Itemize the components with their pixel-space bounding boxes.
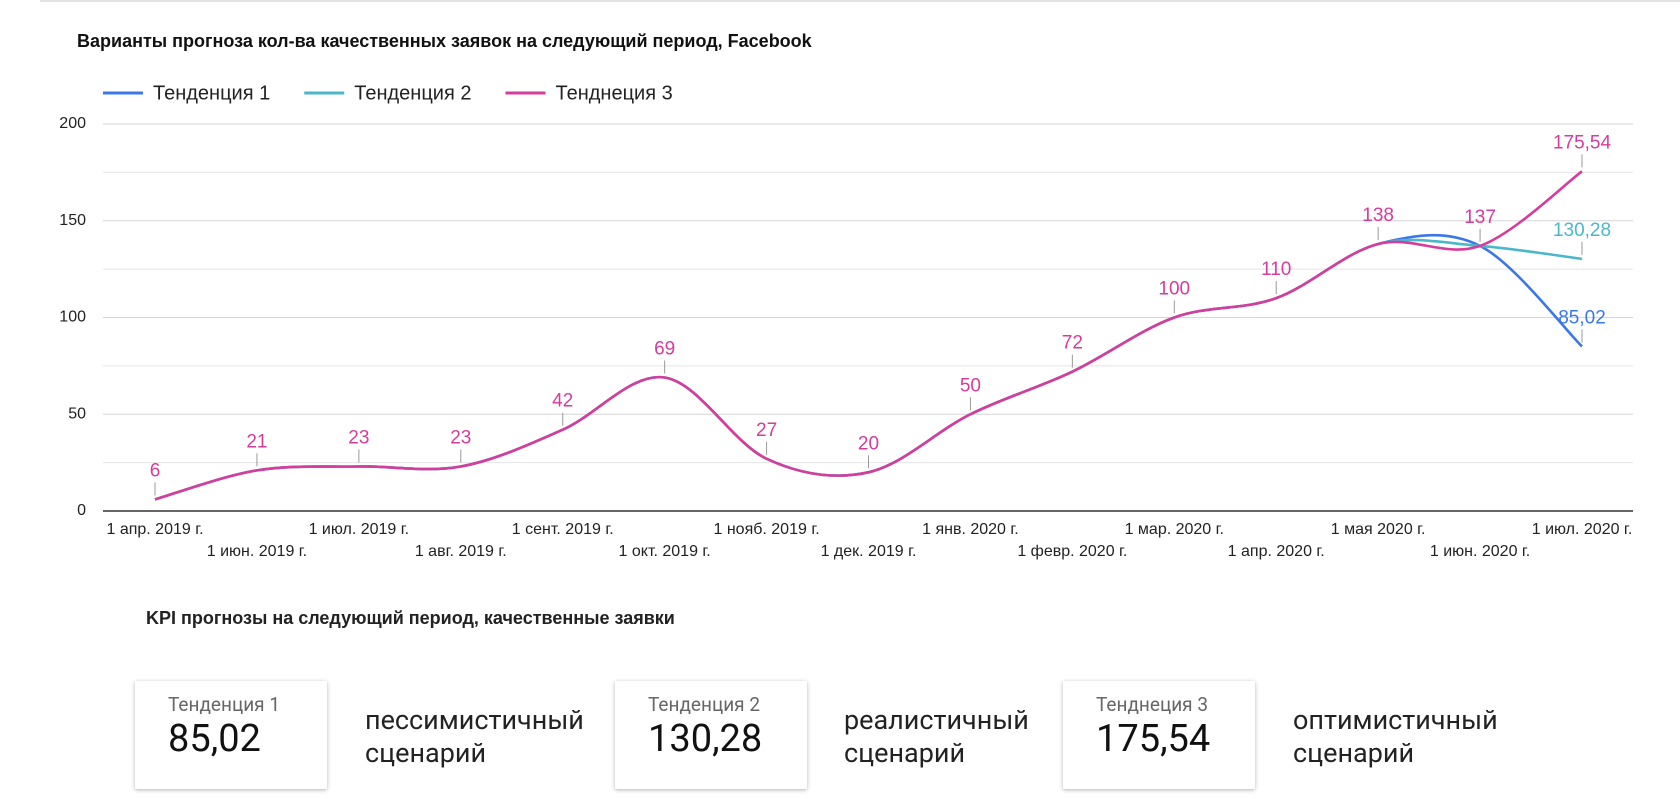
legend-label: Тенденция 1 [153,82,270,104]
kpi-value: 175,54 [1096,717,1211,761]
data-label: 137 [1464,207,1496,228]
kpi-card: Тенднеция 3 175,54 [1063,681,1255,789]
x-tick-label: 1 сент. 2019 г. [512,521,614,538]
legend-label: Тенденция 2 [354,82,471,104]
chart-title: Варианты прогноза кол-ва качественных за… [77,31,813,51]
kpi-title: KPI прогнозы на следующий период, качест… [146,608,675,628]
data-label: 130,28 [1553,220,1611,241]
x-tick-label: 1 мар. 2020 г. [1125,521,1224,538]
data-label: 110 [1261,259,1291,280]
x-tick-label: 1 апр. 2019 г. [106,521,203,538]
x-tick-label: 1 июн. 2019 г. [207,543,307,560]
kpi-value: 130,28 [648,717,763,761]
data-label: 138 [1362,205,1394,226]
kpi-caption: оптимистичный сценарий [1293,704,1498,769]
data-label: 85,02 [1558,308,1606,329]
data-label: 27 [756,420,777,441]
chart: Варианты прогноза кол-ва качественных за… [59,31,1633,560]
top-border [40,0,1680,2]
data-label: 21 [246,431,267,452]
kpi-caption: пессимистичный сценарий [365,704,584,769]
data-label: 100 [1158,279,1190,300]
y-tick-label: 100 [59,309,86,326]
kpi-value: 85,02 [168,717,261,761]
x-tick-label: 1 апр. 2020 г. [1228,543,1325,560]
kpi-card: Тенденция 1 85,02 [135,681,327,789]
data-label: 72 [1062,333,1083,354]
x-tick-label: 1 июн. 2020 г. [1430,543,1530,560]
x-tick-label: 1 нояб. 2019 г. [713,521,819,538]
data-label: 23 [450,428,471,449]
data-label: 6 [150,460,161,481]
x-tick-label: 1 февр. 2020 г. [1017,543,1127,560]
x-tick-label: 1 июл. 2019 г. [309,521,410,538]
y-tick-label: 50 [68,405,86,422]
y-tick-label: 200 [59,115,86,132]
x-tick-label: 1 окт. 2019 г. [619,543,711,560]
y-tick-label: 0 [77,502,86,519]
data-label: 50 [960,375,981,396]
kpi-label: Тенднеция 3 [1096,693,1208,716]
x-tick-label: 1 авг. 2019 г. [415,543,507,560]
kpi-label: Тенденция 2 [648,693,760,716]
x-tick-label: 1 мая 2020 г. [1331,521,1426,538]
x-tick-label: 1 июл. 2020 г. [1532,521,1633,538]
data-label: 20 [858,433,879,454]
kpi-label: Тенденция 1 [168,693,280,716]
data-label: 42 [552,391,573,412]
kpi-caption: реалистичный сценарий [844,704,1029,769]
data-label: 69 [654,339,675,360]
x-tick-label: 1 дек. 2019 г. [821,543,917,560]
data-label: 175,54 [1553,132,1612,153]
x-tick-label: 1 янв. 2020 г. [922,521,1019,538]
legend-label: Тенднеция 3 [556,82,673,104]
series-line [154,170,1583,501]
y-tick-label: 150 [59,212,86,229]
data-label: 23 [348,428,369,449]
kpi-card: Тенденция 2 130,28 [615,681,807,789]
